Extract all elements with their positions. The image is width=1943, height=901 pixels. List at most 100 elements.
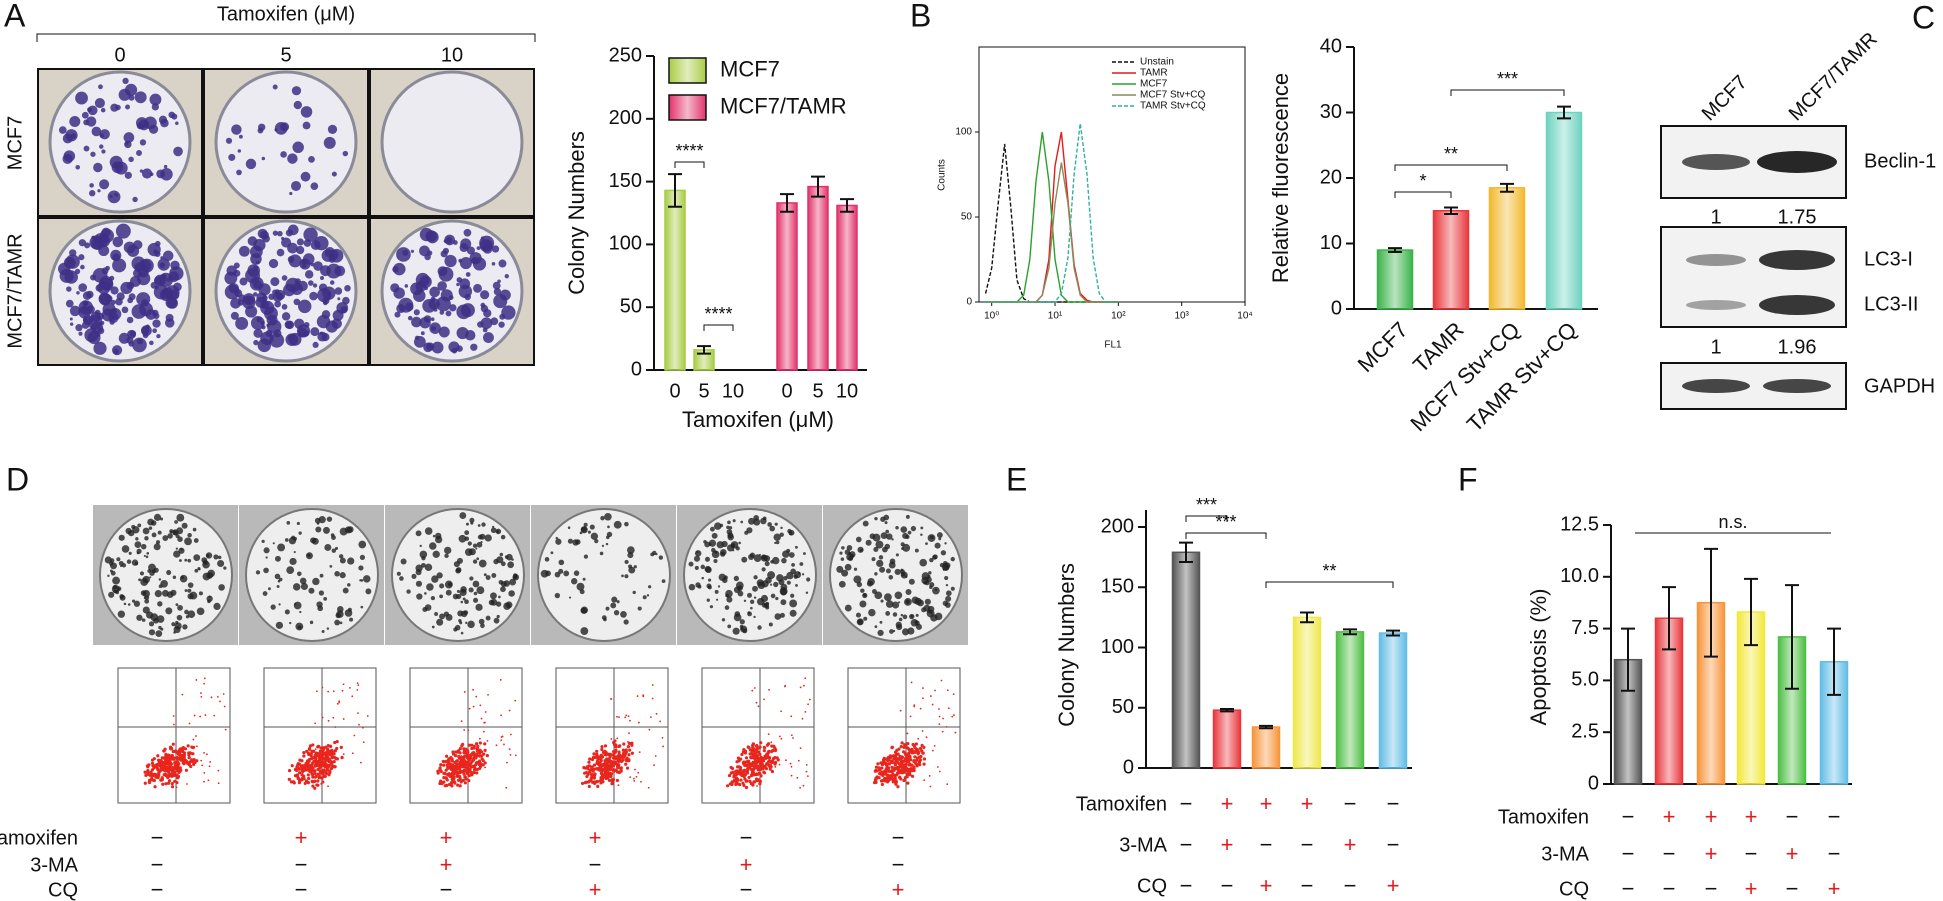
event	[152, 766, 156, 770]
event	[154, 763, 158, 767]
colony	[950, 556, 955, 562]
colony	[600, 515, 605, 521]
y-tick-label: 0	[1588, 772, 1599, 794]
event	[514, 754, 517, 757]
colony	[193, 554, 201, 562]
event	[160, 762, 164, 766]
event	[461, 765, 465, 769]
event	[890, 765, 894, 769]
colony	[470, 343, 478, 351]
event	[936, 766, 939, 768]
colony	[865, 539, 872, 546]
treatment-sign: +	[589, 877, 602, 901]
colony	[305, 552, 313, 560]
error-bar	[1500, 182, 1514, 193]
colony	[236, 169, 242, 176]
event	[778, 735, 781, 738]
event	[894, 752, 899, 757]
colony	[737, 585, 743, 591]
colony	[289, 621, 292, 625]
event	[332, 716, 335, 719]
colony	[730, 543, 736, 548]
event	[200, 759, 203, 762]
colony	[704, 541, 711, 548]
colony	[337, 297, 341, 301]
event	[460, 720, 463, 723]
colony	[160, 517, 164, 521]
panel-label: A	[4, 0, 26, 33]
colony	[448, 341, 460, 353]
colony	[173, 631, 176, 634]
treatment-sign: −	[740, 877, 753, 901]
colony	[898, 617, 903, 622]
colony	[883, 593, 892, 602]
colony	[272, 542, 275, 545]
colony	[82, 315, 94, 326]
colony	[945, 583, 949, 587]
colony	[694, 550, 702, 557]
band-ratio: 1	[1710, 206, 1721, 228]
treatment-sign: −	[1663, 841, 1676, 866]
event	[321, 716, 324, 719]
event	[908, 749, 912, 754]
colony	[127, 603, 131, 606]
colony	[920, 533, 923, 537]
event	[605, 764, 609, 768]
colony	[81, 111, 89, 119]
colony	[901, 547, 904, 550]
treatment-sign: −	[1622, 804, 1635, 829]
colony	[778, 579, 785, 586]
event	[480, 757, 484, 761]
colony	[472, 580, 480, 588]
colony	[116, 292, 125, 301]
event	[203, 751, 205, 754]
event	[801, 717, 804, 720]
event	[462, 780, 465, 782]
event	[751, 745, 755, 749]
quadrant-line	[264, 668, 376, 803]
y-axis-label: Colony Numbers	[1054, 563, 1079, 727]
error-bar	[1386, 629, 1400, 637]
event	[611, 756, 616, 760]
legend-label: TAMR	[1140, 68, 1168, 79]
event	[323, 764, 326, 767]
event	[316, 783, 320, 787]
colony	[467, 620, 475, 629]
event	[307, 759, 311, 764]
event	[733, 779, 737, 783]
colony	[253, 238, 266, 252]
event	[619, 769, 623, 773]
colony	[880, 599, 884, 603]
event	[200, 692, 202, 694]
colony	[911, 596, 919, 604]
colony	[410, 282, 423, 296]
colony	[444, 254, 457, 268]
event	[172, 756, 176, 760]
treatment-sign: −	[1786, 804, 1799, 829]
colony	[170, 260, 180, 271]
colony	[624, 559, 629, 565]
colony	[277, 579, 281, 583]
event	[799, 786, 802, 789]
event	[778, 763, 781, 766]
colony	[78, 300, 94, 315]
colony	[138, 259, 152, 272]
colony	[168, 111, 176, 119]
event	[438, 781, 442, 786]
colony	[93, 341, 107, 355]
colony	[155, 240, 161, 247]
event	[614, 743, 618, 747]
event	[184, 768, 189, 772]
colony	[431, 326, 437, 332]
colony	[457, 610, 464, 617]
colony	[84, 242, 91, 249]
event	[882, 760, 887, 765]
event	[438, 766, 442, 770]
event	[796, 776, 799, 779]
colony	[483, 309, 492, 318]
colony	[93, 162, 103, 173]
event	[903, 776, 907, 780]
colony	[129, 275, 141, 287]
colony	[171, 622, 176, 627]
colony	[150, 520, 157, 526]
